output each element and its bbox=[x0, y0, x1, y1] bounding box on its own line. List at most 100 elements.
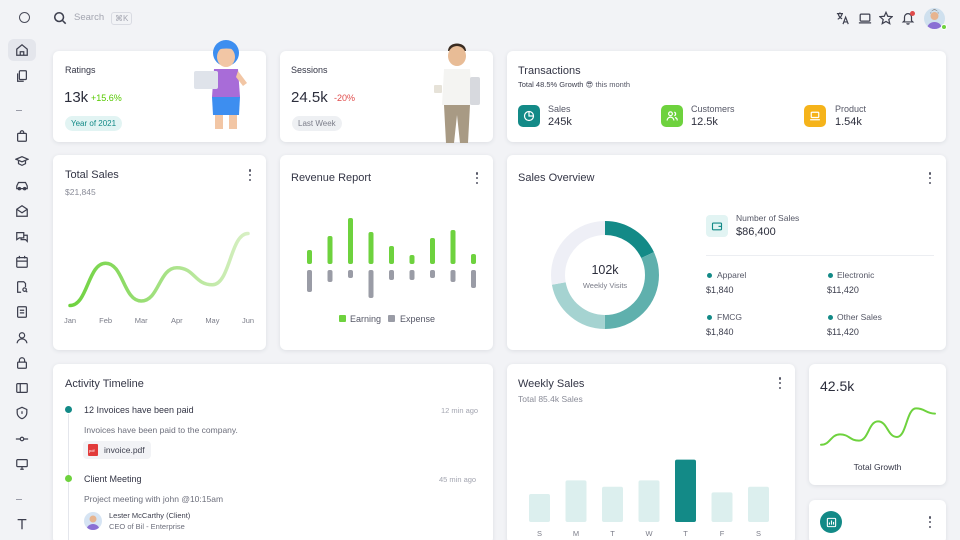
expense-bar bbox=[348, 270, 353, 278]
home-icon[interactable] bbox=[8, 39, 36, 61]
timeline-item-title: 12 Invoices have been paid bbox=[84, 405, 194, 415]
x-tick-label: Apr bbox=[171, 316, 183, 325]
x-tick-label: Mar bbox=[135, 316, 148, 325]
more-options-icon[interactable] bbox=[245, 167, 255, 183]
x-tick-label: Feb bbox=[99, 316, 112, 325]
transactions-title: Transactions bbox=[518, 65, 581, 77]
total-sales-chart: Jan Feb Mar Apr May Jun bbox=[64, 231, 254, 325]
expense-bar bbox=[430, 270, 435, 278]
donut-label: Weekly Visits bbox=[582, 281, 628, 290]
sidebar-divider bbox=[16, 110, 22, 111]
invoice-attachment[interactable]: pdf invoice.pdf bbox=[83, 441, 151, 459]
donut-slice bbox=[551, 221, 659, 329]
layout-sidebar-icon[interactable] bbox=[8, 377, 36, 399]
total-growth-value: 42.5k bbox=[820, 378, 855, 394]
weekly-sales-bar bbox=[748, 486, 769, 522]
translate-icon[interactable] bbox=[836, 11, 850, 30]
weekly-sales-subtitle: Total 85.4k Sales bbox=[518, 394, 583, 404]
weekly-sales-bar bbox=[638, 480, 660, 522]
earning-bar bbox=[430, 238, 435, 264]
sidebar bbox=[0, 0, 48, 540]
school-icon[interactable] bbox=[8, 150, 36, 172]
fmcg-dot bbox=[707, 315, 712, 320]
more-options-icon[interactable] bbox=[925, 170, 935, 186]
total-growth-line bbox=[820, 407, 936, 446]
document-icon[interactable] bbox=[8, 301, 36, 323]
transactions-period: this month bbox=[595, 80, 631, 89]
mail-icon[interactable] bbox=[8, 200, 36, 222]
timeline-item-desc: Invoices have been paid to the company. bbox=[84, 425, 238, 435]
expense-bar bbox=[307, 270, 312, 292]
shopping-bag-icon[interactable] bbox=[8, 125, 36, 147]
wallet-icon bbox=[706, 215, 728, 237]
expense-bar bbox=[389, 270, 394, 280]
calendar-icon[interactable] bbox=[8, 251, 36, 273]
topbar: Search ⌘K bbox=[19, 0, 960, 40]
copy-icon[interactable] bbox=[8, 65, 36, 87]
donut-value: 102k bbox=[591, 263, 619, 277]
transactions-growth: Total 48.5% Growth bbox=[518, 80, 584, 89]
sessions-value: 24.5k bbox=[291, 89, 328, 106]
x-tick-label: May bbox=[205, 316, 219, 325]
lock-icon[interactable] bbox=[8, 352, 36, 374]
bell-icon[interactable] bbox=[901, 11, 915, 30]
person-role: CEO of Bil - Enterprise bbox=[109, 522, 185, 531]
total-growth-card: 42.5k Total Growth bbox=[809, 364, 946, 485]
x-tick-label: F bbox=[720, 529, 725, 538]
expense-legend-label: Expense bbox=[400, 314, 436, 324]
expense-bar bbox=[409, 270, 415, 280]
search-input[interactable]: Search bbox=[74, 12, 105, 23]
file-search-icon[interactable] bbox=[8, 276, 36, 298]
avatar[interactable] bbox=[924, 8, 945, 29]
total-sales-card: Total Sales $21,845 Jan Feb Mar Apr May Jun bbox=[53, 155, 266, 350]
electronic-dot bbox=[828, 273, 833, 278]
sessions-change: -20% bbox=[334, 93, 356, 103]
weekly-visits-donut bbox=[551, 221, 659, 329]
search-icon[interactable] bbox=[53, 11, 67, 30]
laptop-icon[interactable] bbox=[858, 12, 872, 30]
more-options-icon[interactable] bbox=[472, 170, 482, 186]
timeline-item-time: 12 min ago bbox=[441, 406, 479, 415]
star-icon[interactable] bbox=[878, 10, 894, 30]
typography-icon[interactable] bbox=[8, 513, 36, 535]
earning-legend-swatch bbox=[339, 315, 346, 322]
shield-icon[interactable] bbox=[8, 402, 36, 424]
circle-icon[interactable] bbox=[19, 12, 30, 23]
electronic-label: Electronic bbox=[837, 270, 875, 280]
transactions-card: Transactions Total 48.5% Growth 😎 this m… bbox=[507, 51, 946, 142]
weekly-sales-bar bbox=[711, 492, 733, 522]
attachment-name: invoice.pdf bbox=[104, 445, 145, 455]
total-sales-amount: $21,845 bbox=[65, 187, 96, 197]
more-options-icon[interactable] bbox=[925, 514, 935, 530]
chat-icon[interactable] bbox=[8, 226, 36, 248]
user-icon[interactable] bbox=[8, 327, 36, 349]
earning-bar bbox=[368, 232, 374, 264]
weekly-sales-bar bbox=[565, 480, 587, 522]
ratings-card: Ratings 13k +15.6% Year of 2021 bbox=[53, 40, 266, 142]
customers-value: 12.5k bbox=[691, 116, 718, 128]
fmcg-label: FMCG bbox=[717, 312, 743, 322]
ratings-badge: Year of 2021 bbox=[65, 116, 123, 131]
ratings-value: 13k bbox=[64, 89, 89, 106]
revenue-report-title: Revenue Report bbox=[291, 172, 372, 184]
divider bbox=[706, 255, 934, 256]
x-tick-label: T bbox=[683, 529, 688, 538]
earning-bar bbox=[409, 255, 415, 264]
weekly-sales-bar bbox=[675, 459, 696, 522]
expense-bar bbox=[450, 270, 456, 282]
earning-bar bbox=[348, 218, 353, 264]
car-icon[interactable] bbox=[8, 175, 36, 197]
more-options-icon[interactable] bbox=[775, 375, 785, 391]
monitor-icon[interactable] bbox=[8, 453, 36, 475]
total-sales-line bbox=[68, 231, 250, 308]
pdf-icon: pdf bbox=[88, 444, 98, 456]
transactions-subtitle: Total 48.5% Growth 😎 this month bbox=[518, 80, 630, 89]
character-illustration bbox=[191, 39, 261, 148]
x-tick-label: S bbox=[756, 529, 761, 538]
person-name: Lester McCarthy (Client) bbox=[109, 511, 191, 520]
sunglasses-emoji: 😎 bbox=[585, 80, 594, 89]
sessions-title: Sessions bbox=[291, 65, 328, 75]
git-commit-icon[interactable] bbox=[8, 428, 36, 450]
number-of-sales-value: $86,400 bbox=[736, 226, 776, 238]
